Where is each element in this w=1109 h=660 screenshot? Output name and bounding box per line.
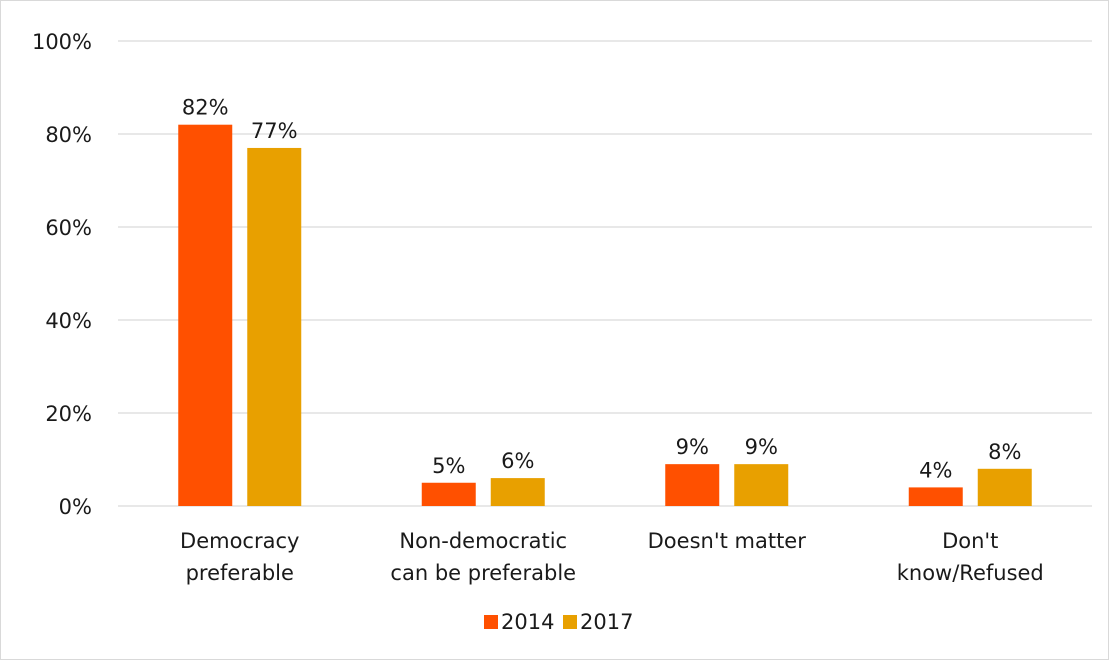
y-tick-label: 40% xyxy=(45,309,92,333)
bar-2017 xyxy=(977,468,1032,506)
legend-label: 2017 xyxy=(580,610,633,634)
bar-2014 xyxy=(421,482,476,506)
data-label: 6% xyxy=(501,449,534,473)
data-label: 5% xyxy=(432,454,465,478)
legend-swatch-2014 xyxy=(484,615,498,629)
data-label: 77% xyxy=(251,119,298,143)
x-tick-label: Non-democratic xyxy=(399,529,567,553)
x-tick-label: preferable xyxy=(186,561,294,585)
legend-label: 2014 xyxy=(501,610,554,634)
x-tick-label: can be preferable xyxy=(390,561,576,585)
data-label: 82% xyxy=(182,96,229,120)
bar-2014 xyxy=(665,464,720,506)
x-tick-label: Don't xyxy=(942,529,998,553)
x-tick-label: Democracy xyxy=(180,529,299,553)
data-label: 8% xyxy=(988,440,1021,464)
x-tick-label: know/Refused xyxy=(897,561,1044,585)
bar-2014 xyxy=(178,124,233,506)
legend-swatch-2017 xyxy=(563,615,577,629)
bar-2014 xyxy=(908,487,963,506)
y-tick-label: 0% xyxy=(59,495,92,519)
data-label: 9% xyxy=(745,435,778,459)
data-label: 9% xyxy=(676,435,709,459)
data-label: 4% xyxy=(919,458,952,482)
bar-2017 xyxy=(247,147,302,506)
y-tick-label: 100% xyxy=(32,30,92,54)
y-tick-label: 60% xyxy=(45,216,92,240)
y-tick-label: 20% xyxy=(45,402,92,426)
y-tick-label: 80% xyxy=(45,123,92,147)
x-tick-label: Doesn't matter xyxy=(648,529,807,553)
bar-2017 xyxy=(734,464,789,506)
bar-2017 xyxy=(490,478,545,506)
